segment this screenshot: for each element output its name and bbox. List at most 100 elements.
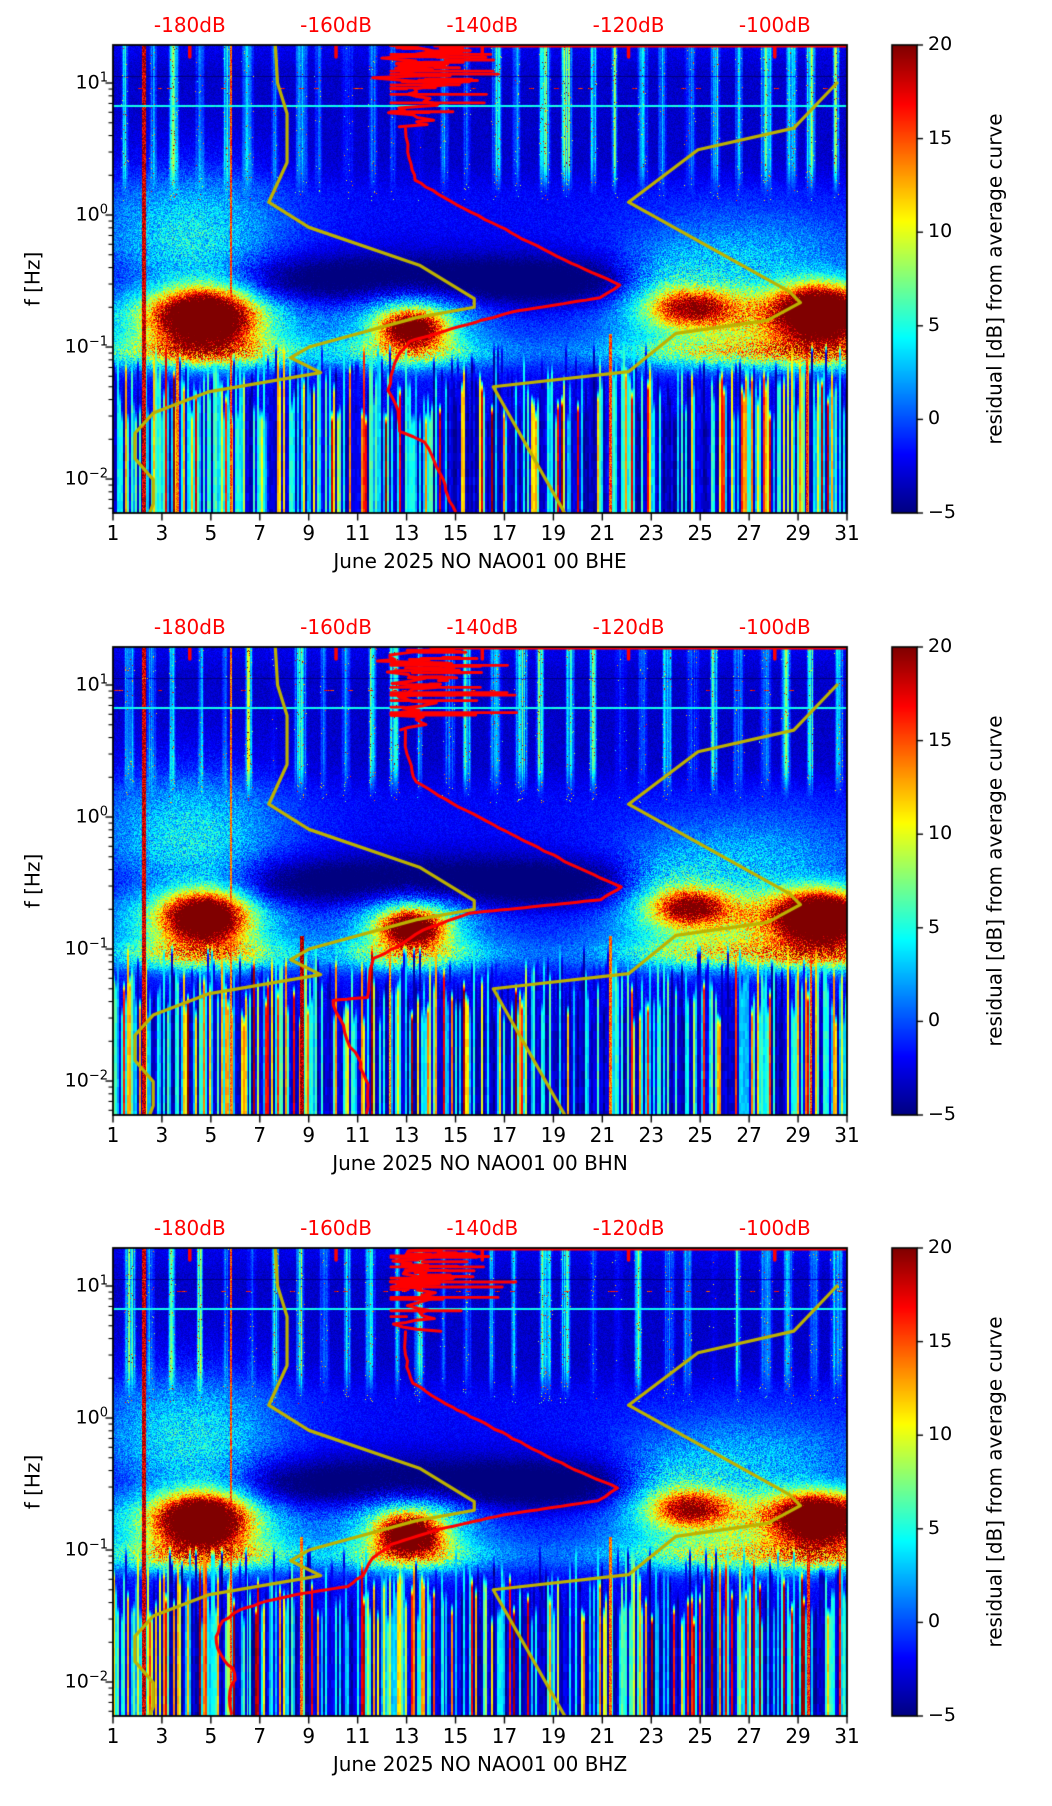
colorbar-tick-label: 10 (928, 822, 953, 845)
colorbar-bhz (884, 1243, 930, 1723)
x-axis-tick-label: 1 (106, 1123, 120, 1147)
y-axis-tick-label: 10−2 (64, 1669, 108, 1693)
x-axis-tick-label: 13 (393, 521, 420, 545)
top-axis-tick-label: -140dB (446, 615, 519, 639)
x-axis-tick-label: 15 (442, 521, 469, 545)
x-axis-tick-label: 11 (344, 1123, 371, 1147)
x-axis-tick-label: 15 (442, 1724, 469, 1748)
x-axis-tick-label: 25 (687, 1724, 713, 1748)
y-axis-tick-label: 10−1 (64, 936, 108, 960)
x-axis-tick-label: 23 (638, 1123, 664, 1147)
y-axis-title: f [Hz] (20, 853, 45, 909)
top-axis-tick-label: -120dB (592, 13, 665, 37)
x-axis-tick-label: 11 (344, 521, 371, 545)
colorbar-tick-label: 5 (928, 1516, 941, 1539)
x-axis-tick-label: 25 (687, 521, 713, 545)
x-axis-tick-label: 15 (442, 1123, 469, 1147)
colorbar-tick-label: 0 (928, 407, 941, 430)
top-axis-tick-label: -180dB (153, 615, 226, 639)
y-axis-title: f [Hz] (20, 1454, 45, 1510)
x-axis-tick-label: 21 (589, 1123, 616, 1147)
top-axis-tick-label: -160dB (300, 1216, 372, 1240)
x-axis-tick-label: 7 (253, 1123, 267, 1147)
x-axis-tick-label: 27 (736, 1123, 762, 1147)
colorbar-tick-label: 0 (928, 1009, 941, 1032)
x-axis-tick-label: 5 (204, 1123, 218, 1147)
x-axis-tick-label: 31 (834, 1724, 860, 1748)
x-axis-tick-label: 19 (540, 521, 567, 545)
colorbar-bhe (884, 40, 930, 520)
y-axis-tick-label: 101 (75, 672, 108, 696)
y-axis-tick-label: 10−1 (64, 334, 108, 358)
top-axis-tick-label: -100dB (738, 1216, 811, 1240)
colorbar-tick-label: −5 (928, 1103, 957, 1126)
x-axis-tick-label: 29 (785, 1123, 811, 1147)
colorbar-tick-label: 5 (928, 915, 941, 938)
y-axis-tick-label: 100 (75, 202, 108, 226)
colorbar-title: residual [dB] from average curve (982, 1316, 1007, 1648)
colorbar-tick-label: 20 (928, 1236, 953, 1259)
x-axis-tick-label: 27 (736, 1724, 762, 1748)
top-axis-tick-label: -120dB (592, 1216, 665, 1240)
x-axis-tick-label: 3 (155, 1123, 169, 1147)
x-axis-tick-label: 31 (834, 521, 860, 545)
y-axis-tick-label: 100 (75, 804, 108, 828)
top-axis-tick-label: -180dB (153, 13, 226, 37)
colorbar-bhn (884, 642, 930, 1122)
x-axis-tick-label: 5 (204, 1724, 218, 1748)
colorbar-tick-label: 20 (928, 635, 953, 658)
x-axis-tick-label: 29 (785, 521, 811, 545)
top-axis-tick-label: -140dB (446, 13, 519, 37)
top-axis-tick-label: -100dB (738, 615, 811, 639)
y-axis-tick-label: 10−2 (64, 1068, 108, 1092)
top-axis-tick-label: -100dB (738, 13, 811, 37)
colorbar-tick-label: 20 (928, 33, 953, 56)
x-axis-tick-label: 13 (393, 1123, 420, 1147)
x-axis-tick-label: 1 (106, 521, 120, 545)
colorbar-tick-label: 15 (928, 1329, 953, 1352)
x-axis-tick-label: 13 (393, 1724, 420, 1748)
top-axis-tick-label: -160dB (300, 13, 372, 37)
x-axis-tick-label: 9 (302, 521, 316, 545)
y-axis-tick-label: 10−2 (64, 466, 108, 490)
x-axis-tick-label: 9 (302, 1123, 316, 1147)
colorbar-title: residual [dB] from average curve (982, 715, 1007, 1047)
x-axis-tick-label: 21 (589, 1724, 616, 1748)
y-axis-tick-label: 101 (75, 70, 108, 94)
x-axis-tick-label: 25 (687, 1123, 713, 1147)
x-axis-tick-label: 31 (834, 1123, 860, 1147)
x-axis-tick-label: 5 (204, 521, 218, 545)
spectrogram-canvas-bhn (93, 622, 883, 1142)
x-axis-tick-label: 19 (540, 1123, 567, 1147)
colorbar-tick-label: 5 (928, 313, 941, 336)
colorbar-tick-label: 15 (928, 126, 953, 149)
spectrogram-canvas-bhe (93, 20, 883, 540)
y-axis-tick-label: 100 (75, 1405, 108, 1429)
colorbar-tick-label: −5 (928, 501, 957, 524)
x-axis-tick-label: 7 (253, 521, 267, 545)
x-axis-tick-label: 17 (491, 1123, 518, 1147)
top-axis-tick-label: -120dB (592, 615, 665, 639)
x-axis-tick-label: 17 (491, 1724, 518, 1748)
x-axis-tick-label: 19 (540, 1724, 567, 1748)
x-axis-tick-label: 23 (638, 1724, 664, 1748)
colorbar-tick-label: 10 (928, 1423, 953, 1446)
x-axis-tick-label: 21 (589, 521, 616, 545)
x-axis-tick-label: 17 (491, 521, 518, 545)
x-axis-tick-label: 3 (155, 1724, 169, 1748)
colorbar-tick-label: 15 (928, 728, 953, 751)
y-axis-title: f [Hz] (20, 251, 45, 307)
x-axis-tick-label: 27 (736, 521, 762, 545)
spectrogram-canvas-bhz (93, 1223, 883, 1743)
x-axis-tick-label: 3 (155, 521, 169, 545)
x-axis-tick-label: 29 (785, 1724, 811, 1748)
x-axis-tick-label: 7 (253, 1724, 267, 1748)
colorbar-title: residual [dB] from average curve (982, 113, 1007, 445)
y-axis-tick-label: 10−1 (64, 1537, 108, 1561)
x-axis-tick-label: 1 (106, 1724, 120, 1748)
colorbar-tick-label: 10 (928, 220, 953, 243)
top-axis-tick-label: -160dB (300, 615, 372, 639)
top-axis-tick-label: -140dB (446, 1216, 519, 1240)
x-axis-tick-label: 9 (302, 1724, 316, 1748)
colorbar-tick-label: 0 (928, 1610, 941, 1633)
